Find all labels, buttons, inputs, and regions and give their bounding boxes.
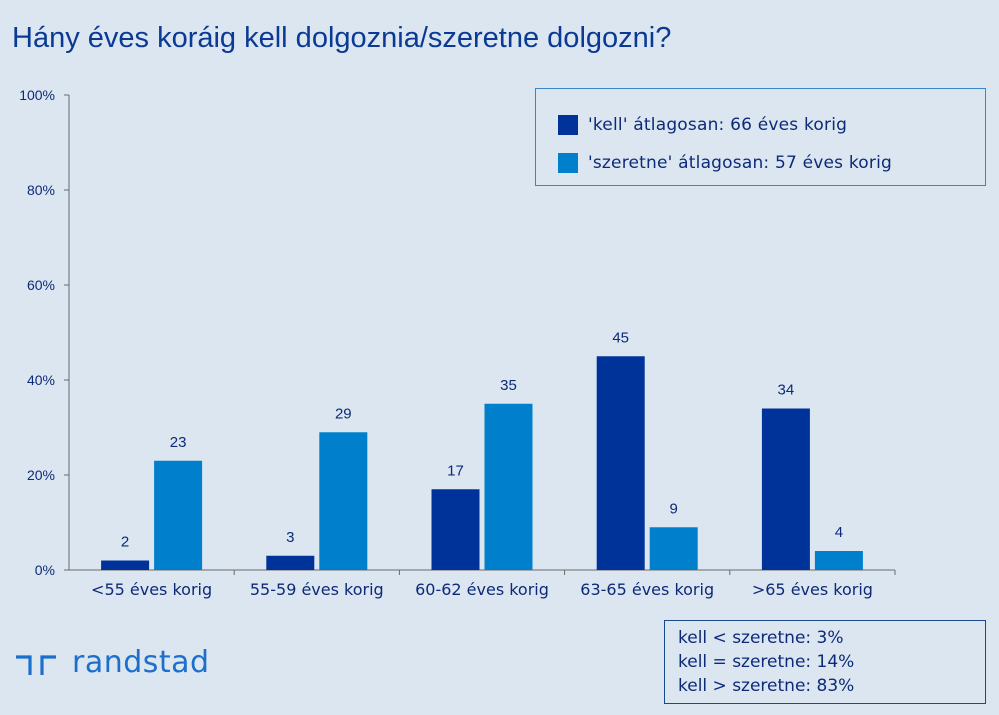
chart-title: Hány éves koráig kell dolgoznia/szeretne…: [12, 22, 672, 54]
bar: [266, 555, 315, 570]
data-label: 4: [835, 524, 843, 541]
randstad-logo-icon: [16, 654, 56, 675]
legend-label-kell: 'kell' átlagosan: 66 éves korig: [588, 115, 848, 135]
bar: [596, 356, 645, 570]
data-label: 3: [286, 529, 294, 546]
data-label: 34: [778, 382, 795, 399]
bar: [101, 560, 150, 570]
data-label: 23: [170, 434, 187, 451]
legend-item-kell: 'kell' átlagosan: 66 éves korig: [558, 115, 847, 135]
legend: 'kell' átlagosan: 66 éves korig 'szeretn…: [535, 88, 986, 186]
bar: [761, 408, 810, 570]
legend-swatch-szeretne: [558, 153, 578, 173]
y-tick-label: 60%: [27, 277, 55, 293]
bar: [484, 403, 533, 570]
data-label: 35: [500, 377, 517, 394]
data-label: 9: [670, 500, 678, 517]
logo-text: randstad: [72, 645, 210, 680]
y-tick-label: 0%: [35, 562, 55, 578]
x-tick-label: 63-65 éves korig: [580, 580, 714, 599]
stat-line-less: kell < szeretne: 3%: [678, 628, 844, 648]
legend-item-szeretne: 'szeretne' átlagosan: 57 éves korig: [558, 153, 892, 173]
stat-line-equal: kell = szeretne: 14%: [678, 652, 855, 672]
data-label: 17: [447, 462, 464, 479]
legend-label-szeretne: 'szeretne' átlagosan: 57 éves korig: [588, 153, 892, 173]
bar: [154, 460, 203, 570]
stat-line-greater: kell > szeretne: 83%: [678, 676, 855, 696]
stats-box: kell < szeretne: 3% kell = szeretne: 14%…: [664, 620, 986, 704]
legend-swatch-kell: [558, 115, 578, 135]
bar: [431, 489, 480, 570]
data-label: 45: [612, 329, 629, 346]
bar: [649, 527, 698, 570]
randstad-logo: randstad: [14, 645, 210, 680]
x-tick-label: >65 éves korig: [752, 580, 873, 599]
data-label: 29: [335, 405, 352, 422]
y-tick-label: 80%: [27, 182, 55, 198]
bar: [319, 432, 368, 570]
x-tick-label: 60-62 éves korig: [415, 580, 549, 599]
data-label: 2: [121, 534, 129, 551]
y-tick-label: 40%: [27, 372, 55, 388]
x-tick-label: <55 éves korig: [91, 580, 212, 599]
y-tick-label: 20%: [27, 467, 55, 483]
bar: [814, 551, 863, 570]
x-tick-label: 55-59 éves korig: [250, 580, 384, 599]
y-tick-label: 100%: [19, 87, 55, 103]
